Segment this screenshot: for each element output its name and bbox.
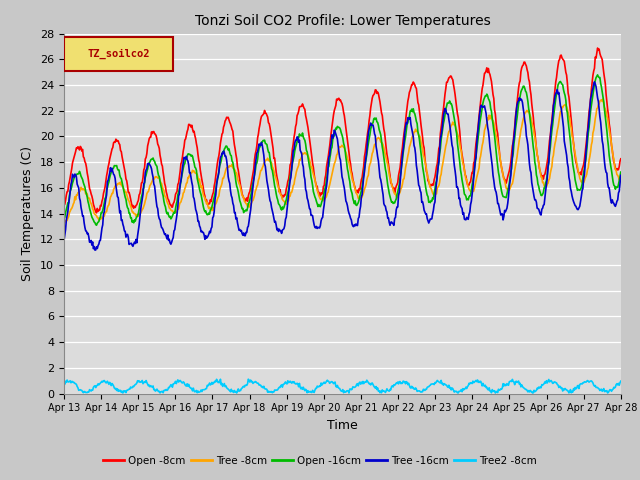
Text: TZ_soilco2: TZ_soilco2 [87,49,150,59]
Open -8cm [128,204,136,210]
Open -16cm [214,174,222,180]
Open -8cm [428,181,435,187]
Y-axis label: Soil Temperatures (C): Soil Temperatures (C) [22,146,35,281]
Open -16cm [128,219,136,225]
Open -8cm [93,210,100,216]
Tree2 -8cm [185,382,193,387]
Tree -8cm [617,174,625,180]
Line: Tree -8cm: Tree -8cm [64,99,621,223]
Tree2 -8cm [119,390,127,396]
Tree2 -8cm [428,381,436,387]
Tree2 -8cm [128,385,136,391]
FancyBboxPatch shape [64,37,173,72]
Open -16cm [93,222,100,228]
Tree -16cm [214,173,222,179]
Title: Tonzi Soil CO2 Profile: Lower Temperatures: Tonzi Soil CO2 Profile: Lower Temperatur… [195,14,490,28]
Tree -16cm [91,247,99,253]
Open -8cm [411,82,419,88]
Tree -8cm [214,196,221,202]
Tree2 -8cm [617,378,625,384]
Open -16cm [60,216,68,222]
Tree -8cm [70,200,78,205]
Tree -16cm [185,162,193,168]
Open -16cm [411,111,419,117]
Tree -16cm [60,238,68,243]
Open -8cm [617,156,625,162]
Open -8cm [70,155,78,160]
Open -8cm [594,45,602,51]
Tree2 -8cm [214,380,222,385]
Open -16cm [70,175,78,181]
Open -16cm [185,151,193,156]
Tree -8cm [599,96,607,102]
Tree -16cm [70,174,78,180]
Open -16cm [594,72,602,78]
Line: Open -8cm: Open -8cm [64,48,621,213]
Legend: Open -8cm, Tree -8cm, Open -16cm, Tree -16cm, Tree2 -8cm: Open -8cm, Tree -8cm, Open -16cm, Tree -… [99,452,541,470]
Line: Tree -16cm: Tree -16cm [64,82,621,250]
Tree2 -8cm [244,376,252,382]
Tree -8cm [426,185,434,191]
Tree -16cm [411,145,419,151]
X-axis label: Time: Time [327,419,358,432]
Open -16cm [428,198,435,204]
Tree -8cm [60,220,68,226]
Open -16cm [617,169,625,175]
Tree2 -8cm [70,380,78,385]
Tree -16cm [617,172,625,178]
Tree -16cm [428,216,435,222]
Open -8cm [185,121,193,127]
Line: Open -16cm: Open -16cm [64,75,621,225]
Tree -8cm [127,205,135,211]
Open -8cm [214,156,222,162]
Tree2 -8cm [412,385,419,391]
Line: Tree2 -8cm: Tree2 -8cm [64,379,621,393]
Tree -16cm [591,79,598,84]
Tree2 -8cm [60,380,68,386]
Tree -8cm [184,175,192,180]
Open -8cm [60,202,68,208]
Tree -8cm [410,129,418,135]
Tree -16cm [128,242,136,248]
